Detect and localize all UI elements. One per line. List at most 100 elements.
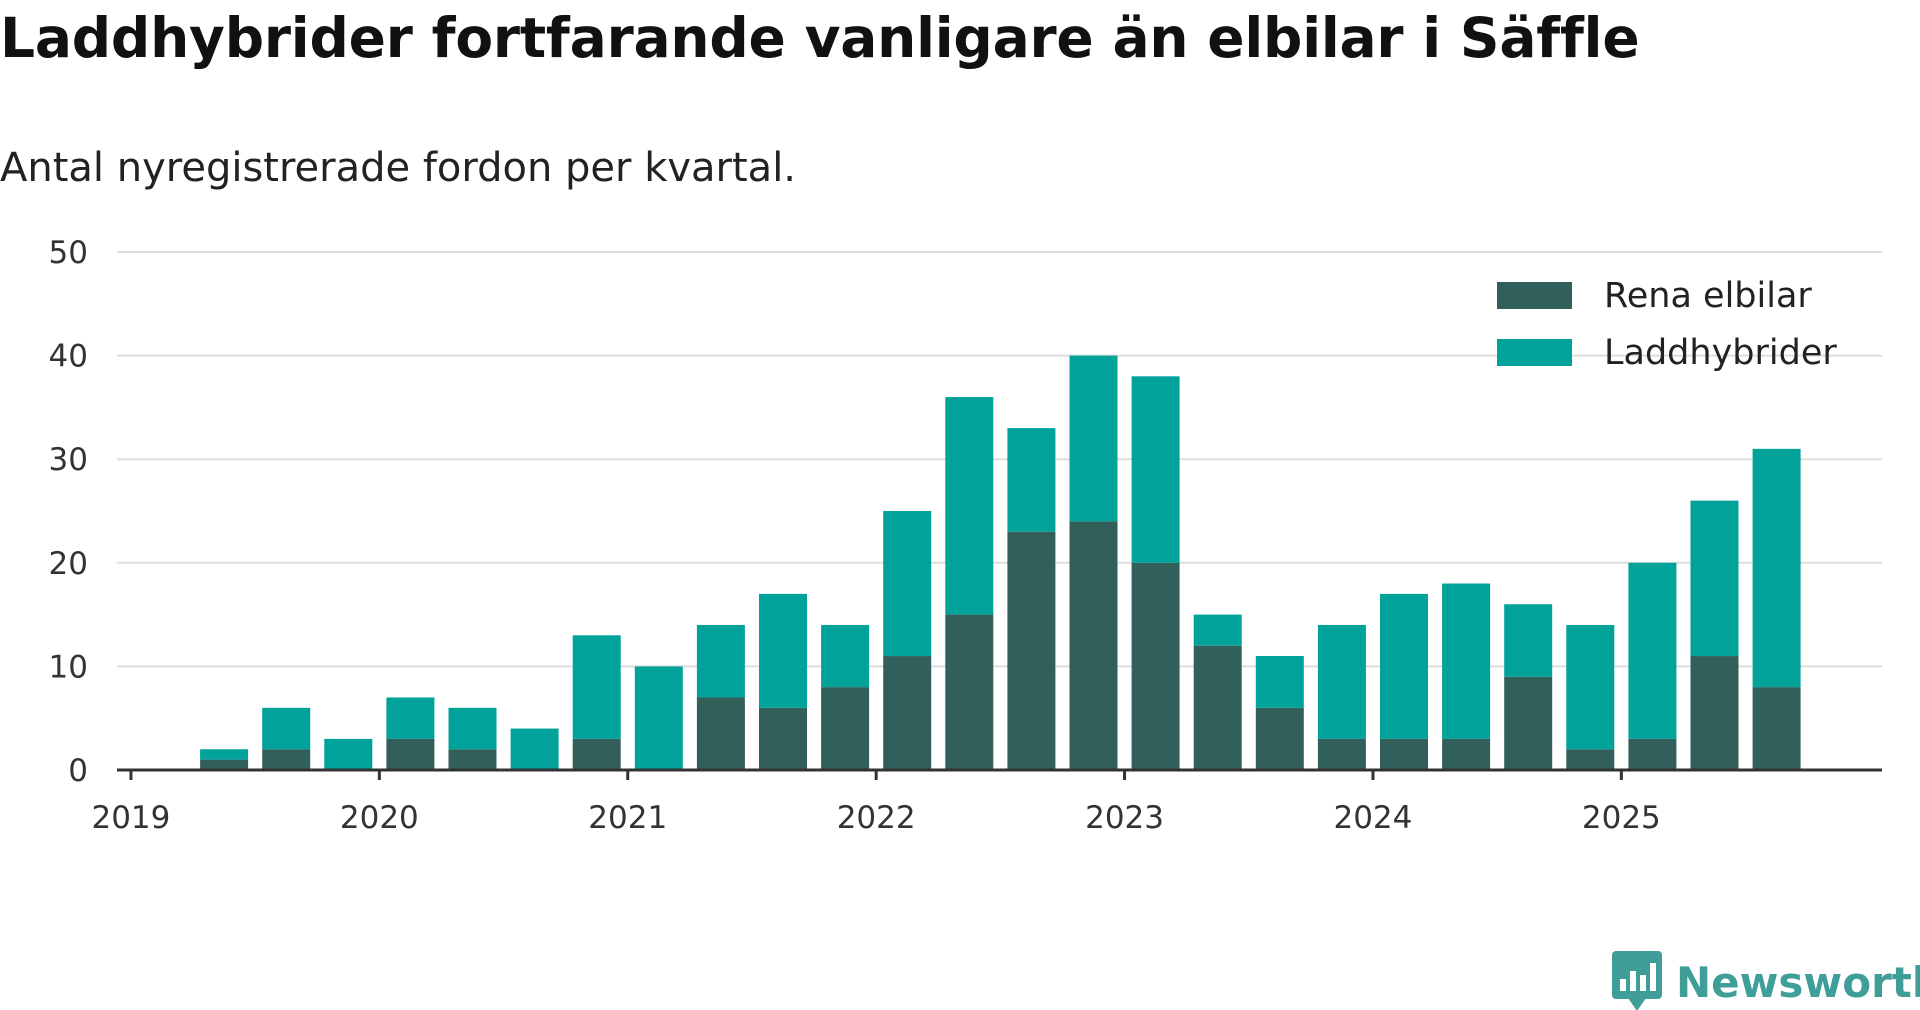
bar-stack <box>1628 562 1677 770</box>
bar-stack <box>1193 614 1242 770</box>
bar-rena-elbilar <box>1504 676 1553 770</box>
bar-rena-elbilar <box>1193 645 1242 770</box>
bar-stack <box>1317 624 1366 770</box>
bar-stack <box>1442 583 1491 770</box>
y-tick-label: 20 <box>49 546 88 582</box>
bar-laddhybrider <box>821 624 870 688</box>
y-tick-label: 30 <box>49 442 88 478</box>
x-tick-label: 2022 <box>837 800 916 836</box>
bar-stack <box>572 635 621 770</box>
bar-laddhybrider <box>1380 593 1428 739</box>
gridlines <box>117 251 1882 668</box>
bar-laddhybrider <box>572 635 621 739</box>
x-axis: 2019 2020 2021 2022 2023 2024 2025 <box>91 768 1882 836</box>
bar-stack <box>324 738 373 770</box>
bar-rena-elbilar <box>1752 687 1801 770</box>
bar-rena-elbilar <box>821 687 870 770</box>
x-tick-label: 2020 <box>340 800 419 836</box>
bar-stack <box>1255 656 1304 770</box>
bar-stack <box>1007 428 1056 770</box>
bar-stack <box>200 749 249 770</box>
bar-laddhybrider <box>510 728 559 770</box>
bar-laddhybrider <box>1007 428 1056 532</box>
bars <box>200 355 1801 770</box>
x-tick-label: 2019 <box>91 800 170 836</box>
bar-rena-elbilar <box>448 749 497 770</box>
bar-laddhybrider <box>945 397 994 615</box>
bar-laddhybrider <box>634 666 683 770</box>
bar-stack <box>945 397 994 770</box>
bar-rena-elbilar <box>1690 656 1739 770</box>
bar-rena-elbilar <box>883 656 932 770</box>
bar-rena-elbilar <box>1442 738 1491 770</box>
bar-rena-elbilar <box>1255 707 1304 770</box>
bar-stack <box>1752 448 1801 770</box>
bar-stack <box>448 707 497 770</box>
legend-label: Rena elbilar <box>1604 276 1812 316</box>
legend: Rena elbilar Laddhybrider <box>1497 276 1837 373</box>
bar-rena-elbilar <box>1007 531 1056 770</box>
bar-laddhybrider <box>386 697 435 739</box>
bar-rena-elbilar <box>386 738 435 770</box>
bar-rena-elbilar <box>759 707 807 770</box>
y-tick-label: 40 <box>49 339 88 375</box>
bar-stack <box>821 624 870 770</box>
bar-rena-elbilar <box>200 759 249 770</box>
bar-laddhybrider <box>1442 583 1491 739</box>
bar-rena-elbilar <box>1566 749 1615 770</box>
bar-laddhybrider <box>262 707 311 750</box>
bar-stack <box>1690 500 1739 770</box>
x-tick-label: 2021 <box>588 800 667 836</box>
bar-laddhybrider <box>1504 604 1553 677</box>
bar-laddhybrider <box>759 593 807 708</box>
bar-laddhybrider <box>1193 614 1242 646</box>
bar-rena-elbilar <box>696 697 745 770</box>
y-axis-ticks: 0 10 20 30 40 50 <box>49 235 88 789</box>
bar-rena-elbilar <box>1380 738 1428 770</box>
y-tick-label: 0 <box>68 753 88 789</box>
bar-laddhybrider <box>696 624 745 698</box>
bar-stack <box>1131 376 1180 770</box>
bar-stack <box>1566 624 1615 770</box>
bar-laddhybrider <box>1131 376 1180 563</box>
bar-stack <box>696 624 745 770</box>
legend-swatch <box>1497 339 1572 366</box>
chart-subtitle: Antal nyregistrerade fordon per kvartal. <box>0 145 797 191</box>
bar-laddhybrider <box>200 749 249 760</box>
chart-title: Laddhybrider fortfarande vanligare än el… <box>0 6 1640 70</box>
bar-laddhybrider <box>1566 624 1615 750</box>
bar-laddhybrider <box>1317 624 1366 739</box>
bar-laddhybrider <box>1752 448 1801 688</box>
bar-rena-elbilar <box>945 614 994 770</box>
y-tick-label: 50 <box>49 235 88 271</box>
bar-stack <box>883 511 932 770</box>
bar-rena-elbilar <box>1131 562 1180 770</box>
legend-swatch <box>1497 282 1572 309</box>
newsworthy-bar-chart-bubble-icon <box>1612 951 1662 1010</box>
bar-rena-elbilar <box>1628 738 1677 770</box>
x-tick-label: 2025 <box>1582 800 1661 836</box>
x-tick-label: 2023 <box>1085 800 1164 836</box>
bar-stack <box>1504 604 1553 770</box>
x-tick-label: 2024 <box>1333 800 1412 836</box>
bar-stack <box>510 728 559 770</box>
y-tick-label: 10 <box>49 649 88 685</box>
brand-name: Newsworthy <box>1676 957 1920 1007</box>
bar-laddhybrider <box>1628 562 1677 739</box>
bar-rena-elbilar <box>1069 521 1118 770</box>
bar-laddhybrider <box>324 738 373 770</box>
bar-rena-elbilar <box>1317 738 1366 770</box>
bar-stack <box>634 666 683 770</box>
bar-stack <box>262 707 311 770</box>
bar-rena-elbilar <box>572 738 621 770</box>
bar-laddhybrider <box>1069 355 1118 522</box>
bar-stack <box>759 593 807 770</box>
bar-stack <box>1069 355 1118 770</box>
bar-laddhybrider <box>1690 500 1739 657</box>
bar-stack <box>386 697 435 770</box>
bar-laddhybrider <box>448 707 497 750</box>
bar-laddhybrider <box>883 511 932 657</box>
bar-stack <box>1380 593 1428 770</box>
